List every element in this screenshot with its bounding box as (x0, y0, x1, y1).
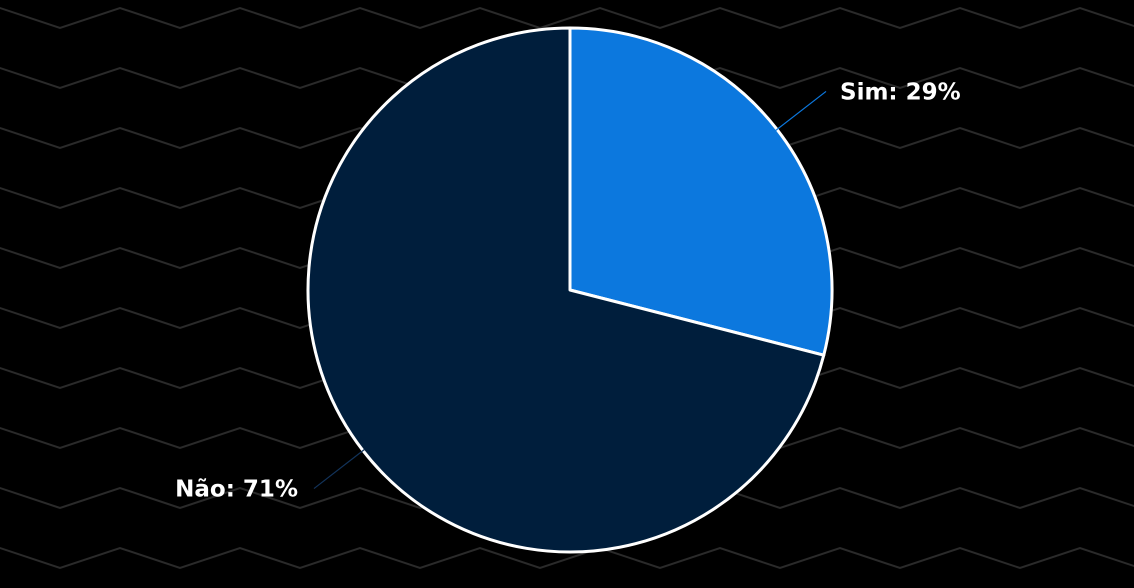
leader-line-sim (775, 90, 827, 132)
zigzag-line (0, 546, 1134, 570)
zigzag-line (0, 6, 1134, 30)
slice-label-não: Não: 71% (175, 477, 298, 503)
slice-label-sim: Sim: 29% (840, 79, 961, 105)
pie-labels: Sim: 29% Não: 71% (175, 79, 961, 502)
label-leader-lines (313, 90, 827, 490)
pie-slices (306, 26, 834, 554)
leader-line-não (313, 448, 365, 490)
